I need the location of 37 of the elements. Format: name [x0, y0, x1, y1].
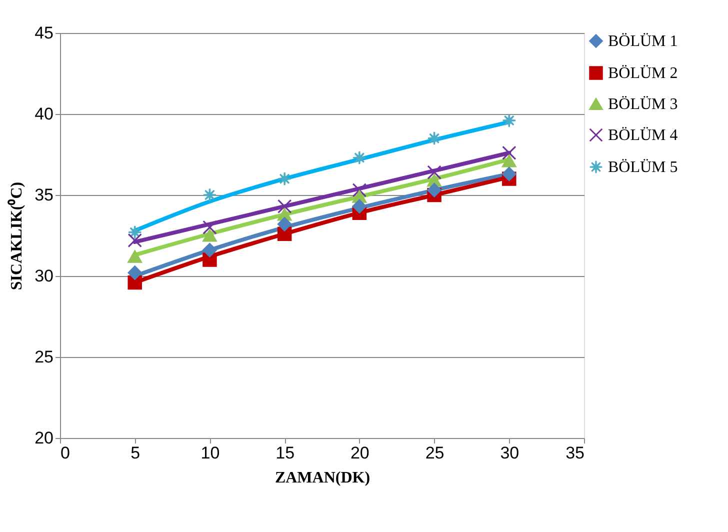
x-axis-title: ZAMAN(DK)	[274, 470, 370, 486]
point	[502, 166, 516, 182]
legend-label: BÖLÜM 2	[608, 65, 678, 82]
y-tick-label: 30	[34, 266, 54, 286]
point	[128, 250, 142, 263]
point	[352, 199, 367, 214]
point	[128, 233, 142, 248]
y-tick-label: 40	[34, 104, 54, 124]
x-tick-label: 0	[60, 444, 70, 462]
legend-label: BÖLÜM 5	[608, 159, 678, 176]
x-tick-label: 35	[566, 444, 584, 462]
legend-label: BÖLÜM 4	[608, 127, 678, 144]
point	[427, 165, 442, 180]
x-tick-label: 15	[276, 444, 295, 462]
legend-label: BÖLÜM 3	[608, 96, 678, 113]
y-tick-label: 35	[34, 186, 54, 204]
point	[502, 146, 516, 160]
point	[427, 183, 442, 198]
point	[502, 113, 516, 128]
x-tick-label: 30	[500, 444, 520, 462]
y-tick-label: 25	[34, 348, 54, 366]
point	[352, 183, 367, 198]
point	[502, 154, 516, 168]
y-tick-label: 45	[34, 24, 54, 42]
point	[202, 242, 217, 258]
point	[202, 220, 217, 235]
x-tick-label: 10	[200, 444, 220, 462]
legend-label: BÖLÜM 1	[608, 33, 678, 50]
y-tick-label: 20	[34, 428, 54, 448]
point	[277, 199, 292, 214]
point	[128, 266, 142, 280]
point	[202, 229, 217, 242]
y-axis-title: SICAKLIK(⁰C)	[8, 182, 26, 290]
x-tick-label: 25	[425, 444, 444, 462]
x-tick-label: 5	[130, 444, 140, 462]
x-tick-label: 20	[350, 444, 370, 462]
point	[277, 217, 292, 232]
